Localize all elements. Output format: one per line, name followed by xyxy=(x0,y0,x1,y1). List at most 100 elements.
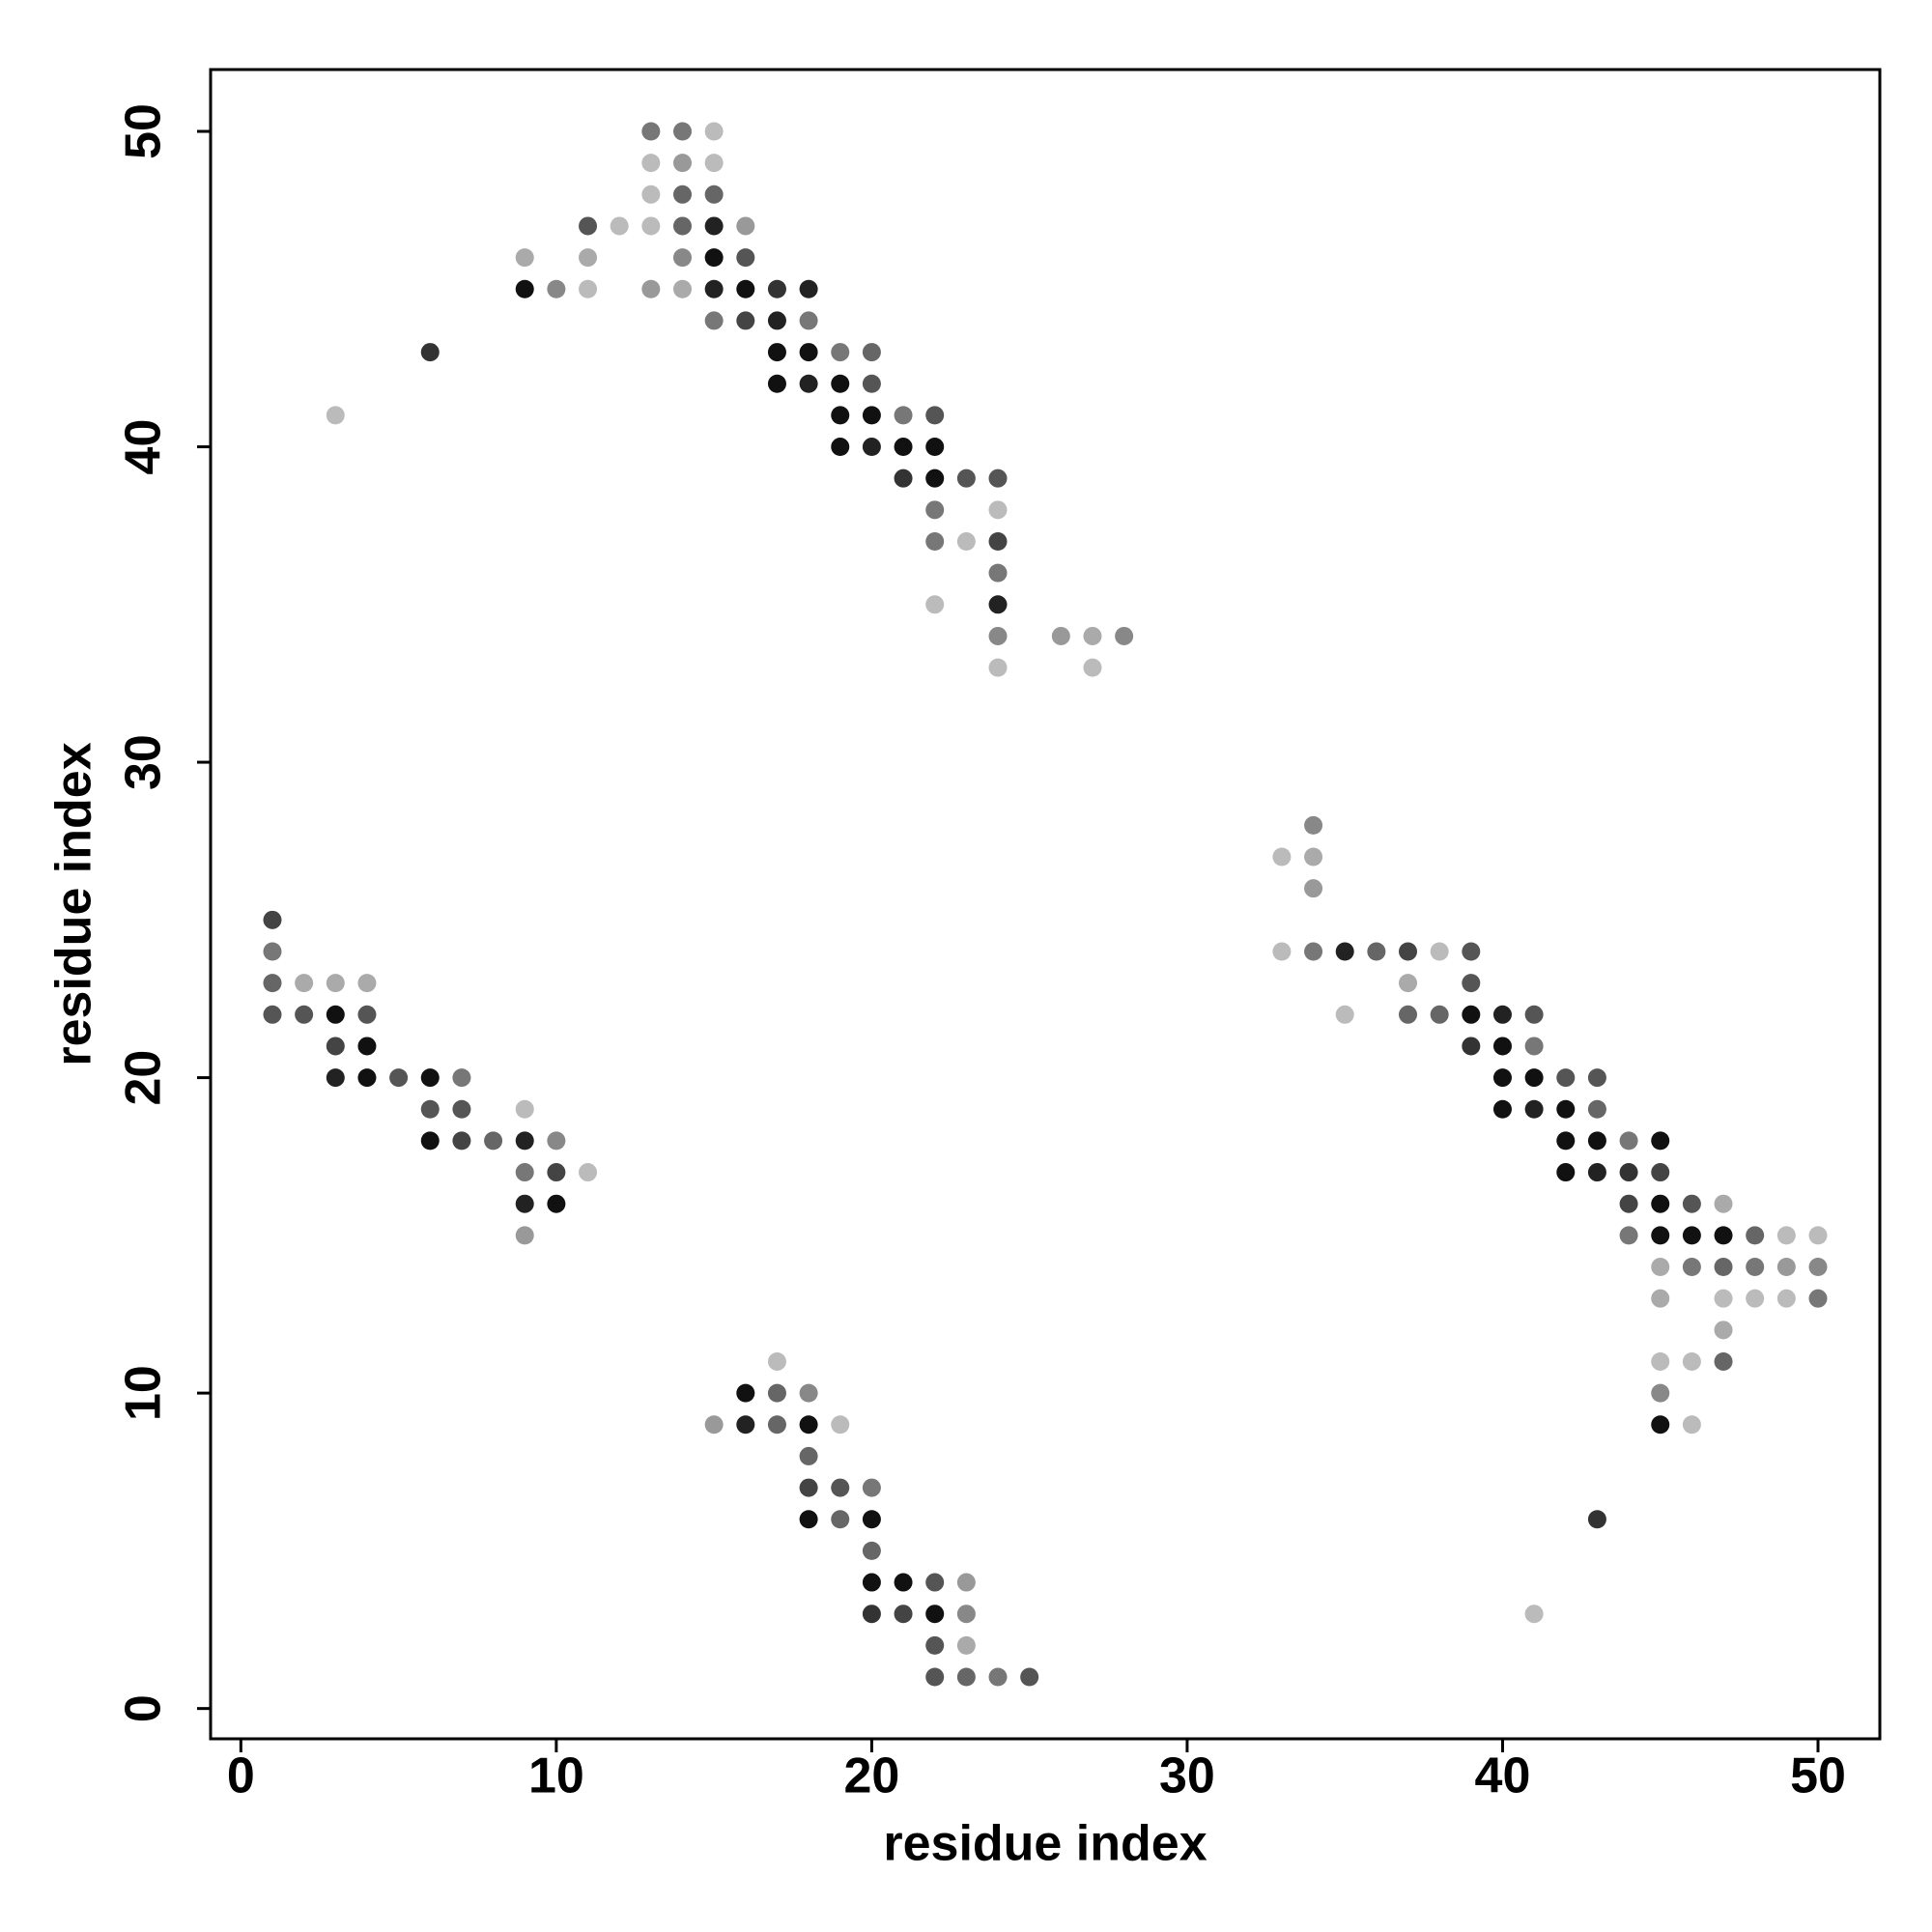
point xyxy=(1524,1099,1544,1119)
point xyxy=(515,1194,534,1213)
point xyxy=(1682,1351,1701,1371)
point xyxy=(704,311,724,330)
point xyxy=(799,1415,818,1435)
point xyxy=(1776,1258,1796,1277)
point xyxy=(956,1667,976,1687)
point xyxy=(1524,1068,1544,1088)
point xyxy=(1304,815,1323,835)
point xyxy=(672,216,692,236)
point xyxy=(1808,1289,1828,1308)
point xyxy=(1619,1194,1638,1213)
point xyxy=(988,469,1008,488)
x-axis-label: residue index xyxy=(883,1816,1207,1872)
point xyxy=(1304,942,1323,961)
x-tick-label: 20 xyxy=(843,1748,899,1804)
point xyxy=(547,1131,566,1151)
point xyxy=(862,1541,881,1560)
point xyxy=(1651,1226,1670,1245)
point xyxy=(1367,942,1386,961)
point xyxy=(641,279,661,298)
point xyxy=(767,311,786,330)
point xyxy=(925,1573,945,1592)
point xyxy=(988,500,1008,520)
point xyxy=(1115,626,1134,645)
point xyxy=(736,1415,755,1435)
point xyxy=(672,122,692,141)
point xyxy=(263,942,282,961)
point xyxy=(925,1605,945,1624)
point xyxy=(799,343,818,362)
point xyxy=(1462,1005,1481,1024)
point xyxy=(704,216,724,236)
point xyxy=(1524,1605,1544,1624)
point xyxy=(420,1131,440,1151)
point xyxy=(1556,1131,1576,1151)
point xyxy=(956,1573,976,1592)
point xyxy=(894,438,913,457)
point xyxy=(326,974,345,993)
point xyxy=(799,374,818,393)
point xyxy=(1524,1037,1544,1056)
point xyxy=(1682,1415,1701,1435)
point xyxy=(579,279,598,298)
point xyxy=(357,1068,377,1088)
point xyxy=(988,1667,1008,1687)
point xyxy=(1651,1415,1670,1435)
point xyxy=(925,438,945,457)
point xyxy=(1556,1068,1576,1088)
point xyxy=(1619,1131,1638,1151)
x-tick-label: 50 xyxy=(1790,1748,1846,1804)
x-tick-label: 0 xyxy=(227,1748,255,1804)
point xyxy=(357,1005,377,1024)
point xyxy=(956,1605,976,1624)
point xyxy=(956,1635,976,1655)
point xyxy=(1304,847,1323,867)
point xyxy=(831,1478,850,1497)
point xyxy=(1556,1163,1576,1182)
point xyxy=(263,1005,282,1024)
point xyxy=(1462,974,1481,993)
point xyxy=(1304,879,1323,898)
point xyxy=(452,1068,471,1088)
point xyxy=(547,1194,566,1213)
point xyxy=(1524,1005,1544,1024)
point xyxy=(767,1415,786,1435)
point xyxy=(704,279,724,298)
point xyxy=(988,658,1008,677)
point xyxy=(894,469,913,488)
point xyxy=(862,374,881,393)
y-tick-label: 40 xyxy=(116,419,172,475)
point xyxy=(925,1667,945,1687)
point xyxy=(767,279,786,298)
point xyxy=(862,343,881,362)
point xyxy=(767,343,786,362)
point xyxy=(1556,1099,1576,1119)
point xyxy=(988,595,1008,614)
point xyxy=(610,216,629,236)
point xyxy=(357,974,377,993)
point xyxy=(1808,1226,1828,1245)
point xyxy=(736,279,755,298)
point xyxy=(1083,626,1102,645)
point xyxy=(1776,1226,1796,1245)
point xyxy=(641,122,661,141)
point xyxy=(831,374,850,393)
x-tick-label: 30 xyxy=(1159,1748,1215,1804)
point xyxy=(1335,942,1354,961)
point xyxy=(452,1099,471,1119)
point xyxy=(1430,942,1449,961)
point xyxy=(1587,1510,1606,1529)
point xyxy=(1335,1005,1354,1024)
point xyxy=(767,374,786,393)
point xyxy=(641,185,661,204)
point xyxy=(1399,974,1418,993)
point xyxy=(641,216,661,236)
point xyxy=(515,279,534,298)
point xyxy=(988,531,1008,551)
plot-frame xyxy=(209,68,1882,1741)
point xyxy=(1051,626,1070,645)
point xyxy=(894,1605,913,1624)
point xyxy=(894,1573,913,1592)
point xyxy=(641,154,661,173)
y-axis-label: residue index xyxy=(46,742,102,1065)
